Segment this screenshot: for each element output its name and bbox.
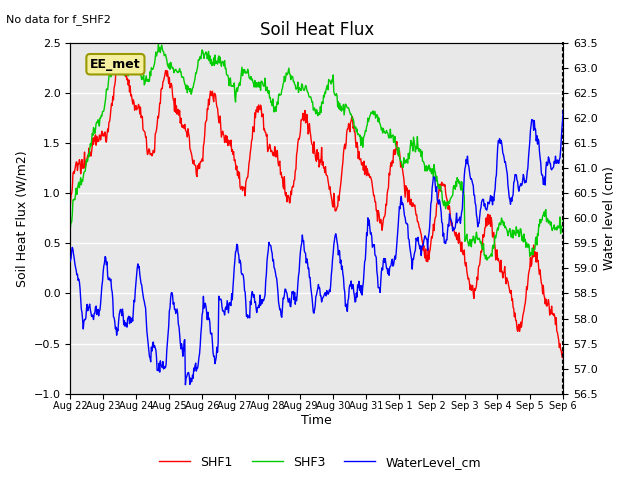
Text: No data for f_SHF2: No data for f_SHF2 xyxy=(6,14,111,25)
SHF3 xyxy=(124,73,132,79)
SHF1 xyxy=(67,202,74,208)
Line: SHF1: SHF1 xyxy=(70,56,563,358)
WaterLevel_cm xyxy=(182,382,189,388)
SHF3 xyxy=(259,79,266,85)
WaterLevel_cm xyxy=(259,297,266,302)
SHF3 xyxy=(67,225,74,230)
SHF1 xyxy=(559,355,566,360)
Text: EE_met: EE_met xyxy=(90,58,141,71)
SHF3 xyxy=(240,70,248,76)
SHF1 xyxy=(240,184,248,190)
Y-axis label: Water level (cm): Water level (cm) xyxy=(604,167,616,270)
Y-axis label: Soil Heat Flux (W/m2): Soil Heat Flux (W/m2) xyxy=(15,150,28,287)
WaterLevel_cm xyxy=(396,204,403,210)
SHF1 xyxy=(368,178,376,184)
WaterLevel_cm xyxy=(240,277,248,283)
Title: Soil Heat Flux: Soil Heat Flux xyxy=(260,21,374,39)
WaterLevel_cm xyxy=(368,233,376,239)
SHF3 xyxy=(483,257,491,263)
WaterLevel_cm xyxy=(67,258,74,264)
SHF3 xyxy=(368,110,376,116)
SHF3 xyxy=(396,154,403,159)
SHF1 xyxy=(125,77,132,83)
WaterLevel_cm xyxy=(124,314,132,320)
X-axis label: Time: Time xyxy=(301,414,332,427)
WaterLevel_cm xyxy=(559,108,567,114)
SHF3 xyxy=(559,218,567,224)
SHF1 xyxy=(117,53,125,59)
Line: SHF3: SHF3 xyxy=(70,45,563,260)
SHF1 xyxy=(559,347,567,352)
SHF1 xyxy=(259,112,266,118)
SHF1 xyxy=(396,148,403,154)
Legend: SHF1, SHF3, WaterLevel_cm: SHF1, SHF3, WaterLevel_cm xyxy=(154,451,486,474)
SHF3 xyxy=(155,42,163,48)
Line: WaterLevel_cm: WaterLevel_cm xyxy=(70,111,563,385)
WaterLevel_cm xyxy=(216,297,223,302)
SHF1 xyxy=(216,120,223,126)
SHF3 xyxy=(216,60,223,66)
